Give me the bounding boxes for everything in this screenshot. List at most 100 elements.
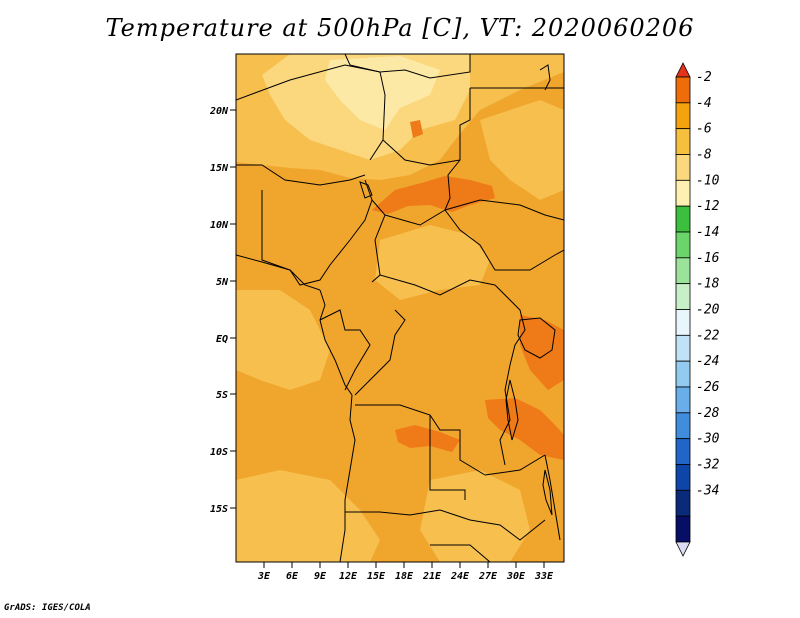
border-malawi (544, 454, 561, 541)
coast-west-africa (236, 254, 321, 291)
coast-angola (339, 394, 356, 562)
field-dark-eastafrica-1 (520, 315, 564, 390)
lon-tick-label: 30E (506, 571, 526, 582)
colorbar-swatch (675, 283, 691, 310)
colorbar-swatch (675, 154, 691, 181)
lon-tick-label: 3E (257, 571, 271, 582)
lake-victoria (517, 317, 556, 359)
colorbar-label: -6 (696, 122, 712, 137)
border-cameroon-car (371, 199, 386, 283)
colorbar-swatch (675, 334, 691, 362)
chart-title: Temperature at 500hPa [C], VT: 202006020… (105, 14, 695, 42)
border-botswana (430, 544, 491, 562)
field-lighter-central (375, 225, 490, 300)
lon-tick-label: 9E (314, 571, 327, 582)
temperature-field (236, 54, 564, 562)
lon-tick-label: 21E (422, 571, 442, 582)
border-sudan-southsudan (444, 199, 564, 221)
map-frame (235, 53, 565, 563)
colorbar-top-arrow (675, 62, 691, 78)
field-pale-sahara (325, 56, 440, 130)
colorbar-bottom-arrow (675, 541, 691, 557)
lon-tick-label: 12E (339, 571, 358, 582)
colorbar-label: -22 (696, 328, 720, 343)
border-car-north (384, 209, 496, 271)
grads-credit: GrADS: IGES/COLA (4, 603, 91, 613)
border-niger-south (236, 164, 366, 186)
colorbar-swatch (675, 102, 691, 130)
lake-chad (359, 181, 373, 199)
colorbar-swatch (675, 128, 691, 155)
border-zambia-east (484, 454, 546, 476)
lon-tick-label: 24E (450, 571, 470, 582)
border-libya-sudan (379, 54, 471, 79)
border-nigeria (261, 179, 373, 286)
lat-tick-label: EQ (216, 334, 228, 345)
colorbar-swatch (675, 179, 691, 207)
border-congo-drc (354, 309, 406, 396)
colorbar-label: -28 (696, 406, 720, 421)
lat-tick-label: 20N (209, 106, 229, 117)
colorbar-swatch (675, 231, 691, 259)
lon-tick-label: 33E (534, 571, 554, 582)
field-dark-angola (395, 425, 460, 452)
colorbar-swatch (675, 438, 691, 465)
colorbar-swatch (675, 76, 691, 104)
lat-tick-label: 10N (210, 220, 229, 231)
colorbar-label: -2 (696, 70, 712, 85)
colorbar: -2 -4 -6 -8 -10 -12 -14 -16 -18 -20 -22 -24 -26 -28 -3… (675, 62, 720, 557)
colorbar-swatch (675, 489, 691, 517)
field-dark-libya (410, 120, 423, 138)
country-borders (236, 54, 564, 562)
field-lighter-southeast (420, 470, 530, 562)
colorbar-label: -18 (696, 277, 720, 292)
colorbar-label: -24 (696, 354, 719, 369)
border-drc-uganda (494, 284, 526, 366)
colorbar-swatch (675, 412, 691, 440)
border-libya-west (344, 54, 386, 161)
colorbar-label: -32 (696, 458, 720, 473)
colorbar-label: -26 (696, 380, 720, 395)
lake-malawi (542, 469, 553, 516)
lat-tick-label: 5N (216, 277, 229, 288)
colorbar-label: -10 (696, 173, 720, 188)
colorbar-label: -8 (696, 148, 712, 163)
colorbar-swatch (675, 257, 691, 285)
coast-gabon (319, 289, 353, 396)
lon-tick-label: 15E (367, 571, 386, 582)
colorbar-swatch (675, 360, 691, 388)
colorbar-label: -16 (696, 251, 720, 266)
border-drc-tanzania (499, 364, 511, 466)
colorbar-swatch (675, 309, 691, 336)
colorbar-label: -4 (696, 96, 712, 111)
border-angola-namibia (345, 509, 441, 516)
lon-tick-label: 18E (395, 571, 414, 582)
lat-tick-label: 15N (210, 163, 229, 174)
border-chad-east (382, 139, 461, 166)
lat-axis: 20N 15N 10N 5N EQ 5S 10S 15S (209, 106, 236, 515)
field-dark-eastafrica-2 (485, 398, 564, 460)
colorbar-label: -20 (696, 303, 720, 318)
red-sea-coast (539, 64, 551, 91)
lat-tick-label: 15S (210, 504, 228, 515)
lon-tick-label: 6E (286, 571, 299, 582)
field-lighter-sahel-east (480, 100, 564, 200)
colorbar-label: -34 (696, 483, 719, 498)
colorbar-label: -12 (696, 199, 720, 214)
colorbar-swatch (675, 386, 691, 414)
lon-axis: 3E 6E 9E 12E 15E 18E 21E 24E 27E 30E 33E (257, 562, 554, 582)
border-algeria-niger (236, 64, 381, 101)
colorbar-swatch (675, 205, 691, 233)
field-lighter-gulf (236, 290, 330, 390)
colorbar-swatch (675, 464, 691, 491)
colorbar-swatch (675, 515, 691, 543)
border-car-south (379, 274, 496, 296)
lon-tick-label: 27E (478, 571, 498, 582)
lat-tick-label: 10S (210, 447, 228, 458)
lake-tanganyika (505, 379, 519, 441)
border-gabon-congo (319, 309, 371, 391)
lat-tick-label: 5S (216, 390, 228, 401)
border-angola-zambia (429, 415, 466, 500)
border-southsudan-east (495, 249, 564, 271)
